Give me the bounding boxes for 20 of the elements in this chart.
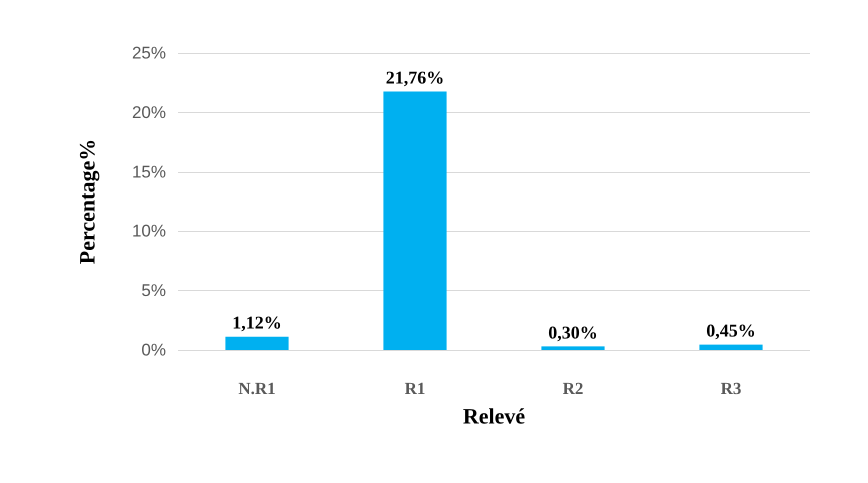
y-tick-label: 5% — [141, 281, 166, 300]
y-tick-label: 15% — [132, 162, 166, 182]
bar — [541, 346, 605, 350]
bar — [699, 344, 763, 350]
data-label: 0,30% — [548, 322, 598, 342]
x-tick-label: R1 — [404, 379, 426, 398]
data-label: 0,45% — [706, 320, 756, 341]
bar — [225, 336, 289, 350]
x-tick-label: N.R1 — [238, 379, 276, 398]
bar — [383, 91, 447, 350]
x-tick-label: R3 — [720, 379, 742, 398]
y-tick-label: 0% — [141, 340, 166, 360]
y-tick-label: 10% — [132, 222, 166, 241]
data-label: 1,12% — [232, 312, 282, 333]
x-axis-title: Relevé — [462, 404, 526, 428]
data-label: 21,76% — [386, 67, 444, 88]
y-tick-label: 20% — [132, 102, 166, 122]
x-tick-label: R2 — [562, 379, 584, 398]
y-axis-title: Percentage% — [74, 138, 100, 264]
y-tick-label: 25% — [132, 44, 166, 62]
